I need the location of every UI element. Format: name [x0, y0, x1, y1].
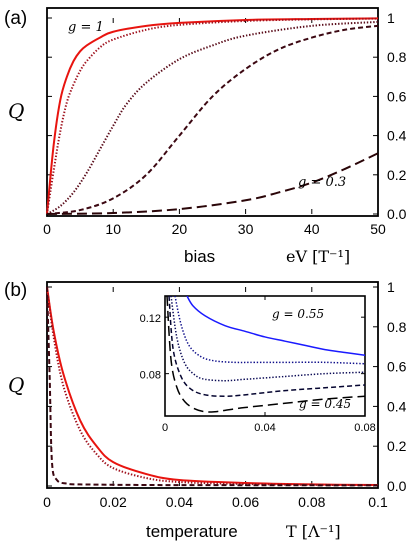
inset-ticks — [164, 296, 366, 416]
panel-b-y-tick-label: 1 — [387, 279, 395, 295]
panel-a-frame — [46, 7, 379, 217]
panel-a-series-3 — [46, 20, 379, 215]
panel-a-series-1 — [46, 17, 379, 215]
inset-y-tick-label: 0.12 — [140, 313, 161, 325]
panel-a-x-tick-labels: 0 10 20 30 40 50 — [43, 221, 386, 237]
panel-b-y-symbol: Q — [8, 373, 24, 397]
panel-b-x-tick-label: 0.02 — [100, 494, 127, 510]
panel-a-xlabel-math: eV [T⁻¹] — [286, 247, 350, 266]
panel-a-x-tick-label: 20 — [172, 221, 188, 237]
panel-a-series-4 — [46, 24, 379, 215]
panel-a-x-tick-label: 40 — [304, 221, 320, 237]
panel-a-series-5 — [46, 152, 379, 215]
panel-b-y-tick-label: 0.2 — [387, 438, 407, 454]
annotation-g055: g = 0.55 — [272, 307, 324, 321]
inset-series-3 — [170, 296, 365, 382]
panel-a-series — [46, 17, 379, 215]
panel-a: (a) Q 0 10 20 30 40 50 0.0 0.2 0.4 0.6 0.8 1 g = 1… — [4, 7, 407, 266]
inset-x-tick-label: 0.04 — [254, 422, 275, 434]
panel-b-series-1 — [46, 286, 379, 486]
panel-a-x-tick-label: 30 — [238, 221, 254, 237]
annotation-g1: g = 1 — [68, 20, 104, 35]
panel-a-xlabel-word: bias — [184, 247, 215, 266]
annotation-g03: g = 0.3 — [298, 175, 346, 190]
panel-a-y-tick-label: 0.8 — [387, 49, 407, 65]
panel-b-y-tick-label: 0.4 — [387, 398, 407, 414]
panel-a-label: (a) — [4, 8, 27, 29]
inset-series-1 — [186, 296, 365, 357]
panel-a-y-tick-label: 0.6 — [387, 88, 407, 104]
panel-a-x-tick-label: 10 — [105, 221, 121, 237]
annotation-g045: g = 0.45 — [299, 397, 351, 411]
panel-a-y-symbol: Q — [8, 99, 24, 123]
panel-b-xlabel-math: T [Λ⁻¹] — [286, 522, 341, 541]
panel-b-x-tick-label: 0.04 — [166, 494, 193, 510]
inset-series-5 — [166, 296, 365, 413]
inset-y-tick-label: 0.08 — [140, 370, 161, 382]
inset-x-tick-label: 0 — [162, 422, 168, 434]
panel-a-x-tick-label: 0 — [43, 221, 51, 237]
panel-a-x-tick-label: 50 — [370, 221, 386, 237]
inset-y-tick-labels: 0.08 0.12 — [140, 313, 161, 381]
panel-a-y-tick-labels: 0.0 0.2 0.4 0.6 0.8 1 — [387, 10, 407, 222]
inset-x-tick-label: 0.08 — [354, 422, 375, 434]
panel-b-y-tick-label: 0.0 — [387, 478, 407, 494]
panel-b-x-tick-label: 0.1 — [368, 494, 388, 510]
panel-b-x-tick-label: 0.08 — [298, 494, 325, 510]
panel-b-label: (b) — [4, 280, 27, 301]
inset-series — [166, 296, 365, 413]
inset-frame — [164, 295, 366, 417]
panel-a-y-tick-label: 0.0 — [387, 206, 407, 222]
inset-series-4 — [168, 296, 365, 397]
panel-a-y-tick-label: 0.2 — [387, 167, 407, 183]
panel-b-frame — [46, 281, 379, 489]
panel-b-series — [46, 286, 379, 487]
panel-b-x-tick-label: 0.06 — [232, 494, 259, 510]
panel-b-x-tick-label: 0 — [43, 494, 51, 510]
panel-a-y-tick-label: 0.4 — [387, 128, 407, 144]
inset: 0 0.04 0.08 0.08 0.12 g = 0.55 g = 0.45 — [140, 295, 376, 434]
panel-b-x-tick-labels: 0 0.02 0.04 0.06 0.08 0.1 — [43, 494, 388, 510]
inset-x-tick-labels: 0 0.04 0.08 — [162, 422, 376, 434]
panel-b-xlabel-word: temperature — [146, 522, 238, 541]
panel-b-y-tick-labels: 0.0 0.2 0.4 0.6 0.8 1 — [387, 279, 407, 494]
panel-b: (b) Q 0 0.02 0.04 0.06 0.08 0.1 0.00.20.40.60… — [4, 279, 407, 541]
panel-a-y-tick-label: 1 — [387, 10, 395, 26]
panel-b-y-tick-label: 0.8 — [387, 319, 407, 335]
panel-b-y-tick-label: 0.6 — [387, 359, 407, 375]
